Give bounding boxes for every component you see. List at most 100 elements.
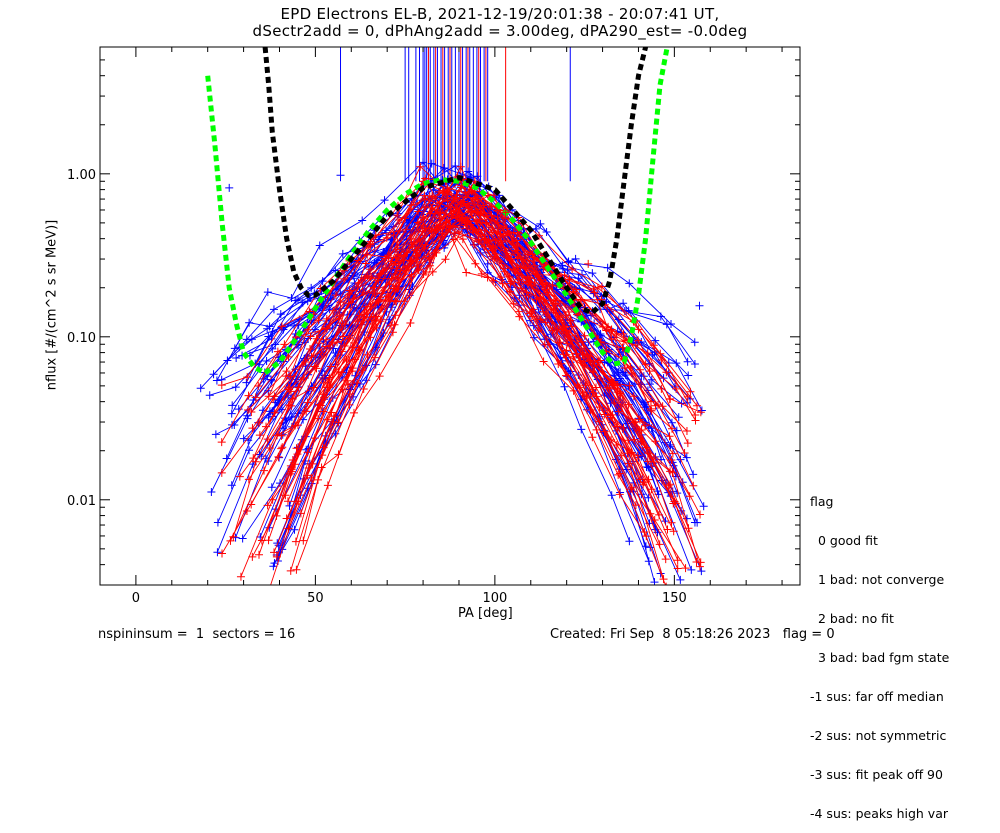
data-point [692,557,701,566]
data-point [588,433,597,442]
data-point [577,425,586,434]
data-point [317,349,326,358]
footer-left: nspininsum = 1 sectors = 16 [98,627,296,642]
data-point [243,411,252,420]
data-point [687,565,696,574]
data-point [281,491,290,500]
data-point [665,432,674,441]
data-point [338,368,347,377]
data-point [293,295,302,304]
data-point [338,385,347,394]
data-point [508,237,517,246]
data-point [548,281,557,290]
data-point [633,451,642,460]
data-point [413,261,422,270]
data-point [592,383,601,392]
data-point [515,275,524,284]
data-point [596,330,605,339]
data-point [635,415,644,424]
data-point [560,270,569,279]
outlier-point [483,259,492,268]
data-point [456,162,465,171]
data-point [223,356,232,365]
data-point [644,475,653,484]
outlier-point [695,301,704,310]
data-point [593,283,602,292]
data-point [682,453,691,462]
data-point [212,376,221,385]
legend-item: 2 bad: no fit [818,611,894,626]
x-tick-label: 100 [482,591,507,606]
data-point [515,312,524,321]
data-point [228,401,237,410]
data-point [625,279,634,288]
data-point [358,216,367,225]
data-point [318,451,327,460]
data-point [463,214,472,223]
trace-line [273,222,679,569]
data-point [334,450,343,459]
data-point [254,382,263,391]
data-point [666,394,675,403]
trace-line [221,224,671,474]
data-point [682,426,691,435]
data-point [292,565,301,574]
data-point [369,312,378,321]
data-point [273,431,282,440]
data-point [540,340,549,349]
data-point [315,241,324,250]
data-point [389,284,398,293]
data-point [640,528,649,537]
data-point [630,435,639,444]
data-point [613,381,622,390]
data-point [303,398,312,407]
data-point [443,196,452,205]
data-point [647,375,656,384]
data-point [696,408,705,417]
data-point [664,358,673,367]
data-point [610,398,619,407]
data-point [624,306,633,315]
data-point [564,257,573,266]
data-point [326,362,335,371]
data-point [636,365,645,374]
data-point [629,392,638,401]
data-point [196,384,205,393]
data-point [553,324,562,333]
data-point [287,467,296,476]
data-point [672,426,681,435]
data-point [541,318,550,327]
data-point [651,401,660,410]
data-point [603,263,612,272]
data-point [227,409,236,418]
data-point [255,550,263,559]
data-point [375,295,384,304]
data-point [420,195,429,204]
data-point [558,264,567,273]
data-point [471,208,480,217]
trace-line [221,207,652,554]
data-point [439,186,448,195]
data-point [441,255,450,264]
data-point [647,406,656,415]
data-point [524,250,533,259]
data-point [269,305,278,314]
data-point [421,203,430,212]
data-point [686,387,695,396]
data-point [674,413,683,422]
data-point [296,509,305,518]
y-axis-label: nflux [#/(cm^2 s sr MeV)] [44,219,60,391]
data-point [309,383,318,392]
data-point [262,356,271,365]
data-point [291,537,300,546]
data-point [245,318,254,327]
data-point [235,472,244,481]
data-point [384,292,393,301]
data-point [466,220,475,229]
x-tick-label: 0 [132,591,140,606]
data-point [696,510,705,519]
data-point [420,244,429,253]
legend-item: 3 bad: bad fgm state [818,650,950,665]
data-point [207,487,216,496]
data-point [366,242,375,251]
